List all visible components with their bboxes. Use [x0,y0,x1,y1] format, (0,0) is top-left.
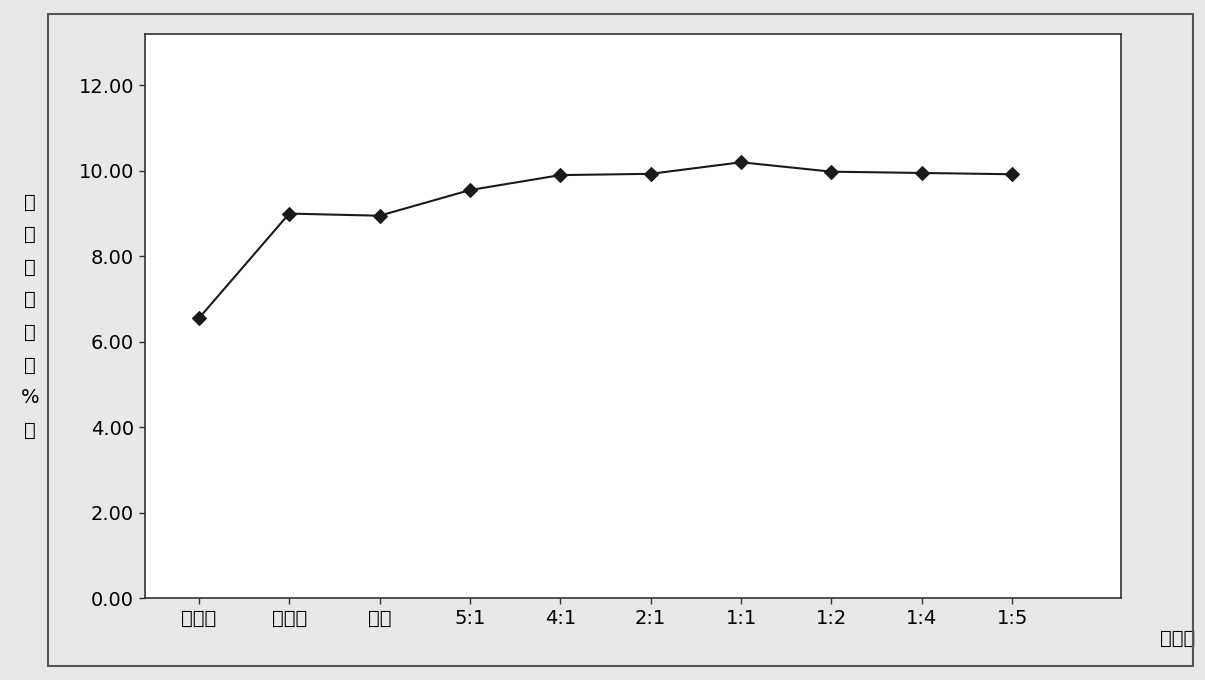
Text: 含: 含 [24,290,36,309]
Text: 混合比: 混合比 [1159,629,1195,648]
Text: 蛋: 蛋 [24,225,36,244]
Text: 量: 量 [24,323,36,342]
Text: 白: 白 [24,258,36,277]
Text: （: （ [24,356,36,375]
Text: ）: ） [24,421,36,440]
Text: %: % [20,388,40,407]
Text: 粗: 粗 [24,192,36,211]
